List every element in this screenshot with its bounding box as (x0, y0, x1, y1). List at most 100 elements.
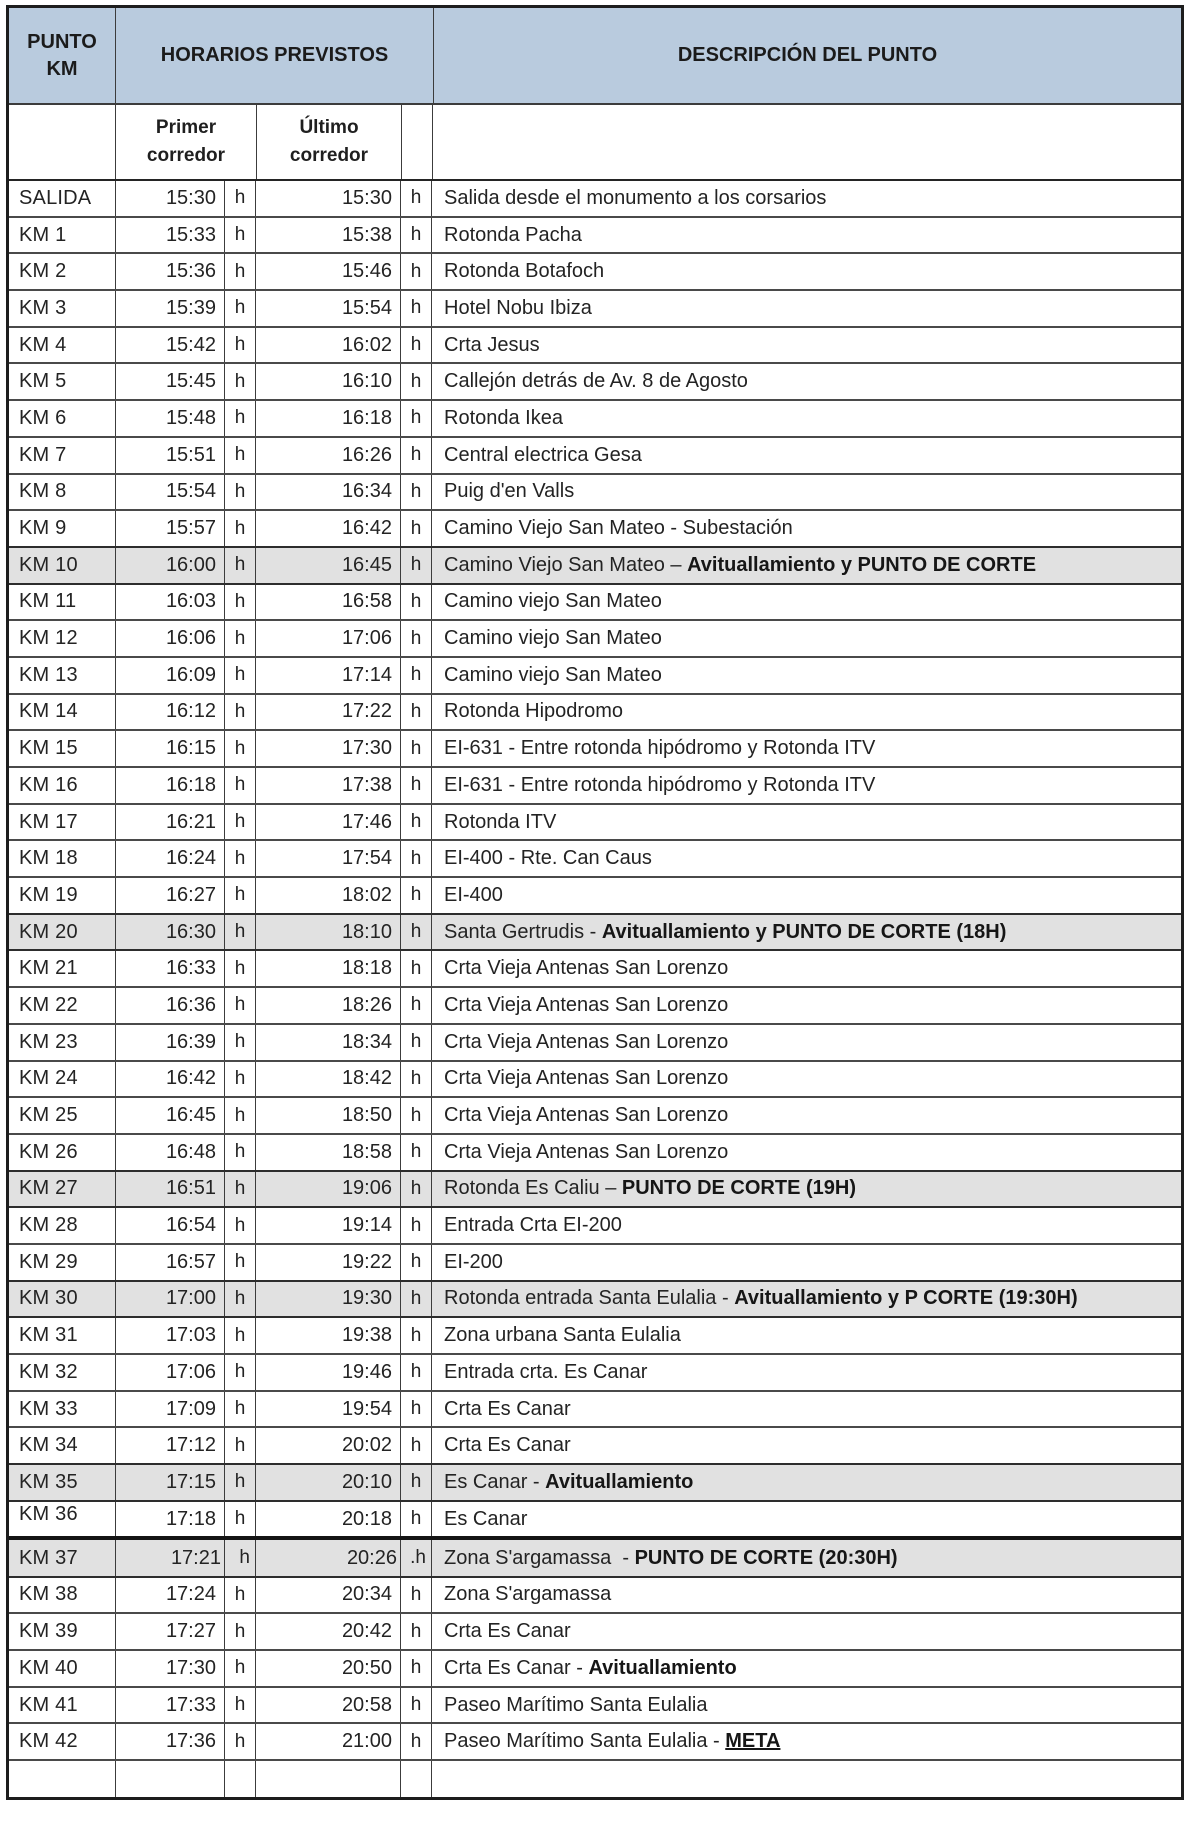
km-point-cell: SALIDA (9, 181, 116, 216)
hour-unit: h (225, 547, 256, 583)
first-runner-time: 16:09 (116, 657, 225, 693)
subheader-ultimo-corredor: Último corredor (257, 105, 402, 179)
point-description (432, 1761, 1181, 1797)
km-point-cell: KM 8 (9, 474, 116, 510)
table-row: KM 12 16:06 h 17:06 h Camino viejo San M… (9, 619, 1181, 656)
first-runner-time: 17:03 (116, 1318, 225, 1353)
point-description: Camino Viejo San Mateo – Avituallamiento… (444, 553, 1037, 576)
point-description: Zona S'argamassa (444, 1583, 612, 1606)
hour-unit: h (401, 511, 432, 546)
primer-corredor-label: Primer corredor (146, 116, 226, 167)
table-row: KM 27 16:51 h 19:06 h Rotonda Es Caliu –… (9, 1169, 1181, 1207)
last-runner-time: 16:42 (256, 511, 401, 546)
point-description: Crta Jesus (444, 333, 540, 356)
point-description: Crta Vieja Antenas San Lorenzo (444, 957, 729, 980)
km-point-cell: KM 14 (9, 694, 116, 730)
point-description: EI-631 - Entre rotonda hipódromo y Roton… (444, 773, 876, 796)
hour-unit: h (225, 1465, 256, 1500)
point-description: Callejón detrás de Av. 8 de Agosto (444, 370, 748, 393)
last-runner-time: 16:10 (256, 364, 401, 400)
km-point-cell (9, 1761, 116, 1798)
table-row: KM 37 17:21 h 20:26 .h Zona S'argamassa … (9, 1536, 1181, 1576)
table-row: KM 25 16:45 h 18:50 h Crta Vieja Antenas… (9, 1096, 1181, 1133)
hour-unit: h (225, 401, 256, 436)
km-point-cell: KM 2 (9, 254, 116, 290)
hour-unit: h (401, 731, 432, 766)
table-row: KM 9 15:57 h 16:42 h Camino Viejo San Ma… (9, 509, 1181, 546)
table-row: KM 7 15:51 h 16:26 h Central electrica G… (9, 435, 1181, 473)
hour-unit: h (225, 1391, 256, 1427)
header-horarios-previstos: HORARIOS PREVISTOS (116, 8, 434, 103)
hour-unit: h (225, 474, 256, 510)
last-runner-time: 17:14 (256, 657, 401, 693)
hour-unit: h (401, 1024, 432, 1060)
km-point-cell: KM 16 (9, 768, 116, 803)
last-runner-time: 19:46 (256, 1355, 401, 1390)
last-runner-time: 17:46 (256, 804, 401, 840)
first-runner-time: 17:15 (116, 1465, 225, 1500)
point-description: Puig d'en Valls (444, 480, 575, 503)
point-description: Es Canar - Avituallamiento (444, 1470, 694, 1493)
table-row: KM 17 16:21 h 17:46 h Rotonda ITV (9, 802, 1181, 840)
hour-unit: h (225, 694, 256, 730)
last-runner-time: 16:45 (256, 547, 401, 583)
hour-unit: h (401, 364, 432, 400)
hour-unit: h (225, 1318, 256, 1353)
hour-unit: h (225, 804, 256, 840)
table-row: KM 38 17:24 h 20:34 h Zona S'argamassa (9, 1575, 1181, 1613)
first-runner-time: 17:12 (116, 1428, 225, 1464)
table-row: KM 4 15:42 h 16:02 h Crta Jesus (9, 325, 1181, 363)
hour-unit: h (401, 1651, 432, 1686)
subheader-empty-hour (402, 105, 433, 179)
point-description: EI-400 (444, 883, 503, 906)
last-runner-time: 18:26 (256, 988, 401, 1023)
header-punto-km: PUNTO KM (9, 8, 116, 103)
last-runner-time: 17:54 (256, 841, 401, 877)
last-runner-time: 16:26 (256, 437, 401, 473)
last-runner-time: 17:38 (256, 768, 401, 803)
first-runner-time: 15:57 (116, 511, 225, 546)
last-runner-time: 16:58 (256, 584, 401, 620)
last-runner-time: 16:18 (256, 401, 401, 436)
table-row: KM 26 16:48 h 18:58 h Crta Vieja Antenas… (9, 1132, 1181, 1170)
point-description: Hotel Nobu Ibiza (444, 296, 592, 319)
point-description: Crta Es Canar (444, 1620, 571, 1643)
hour-unit: h (401, 1171, 432, 1207)
hour-unit: h (225, 951, 256, 987)
hour-unit: h (225, 1540, 256, 1576)
point-description: Camino viejo San Mateo (444, 590, 662, 613)
table-row: KM 36 17:18 h 20:18 h Es Canar (9, 1499, 1181, 1537)
first-runner-time: 17:09 (116, 1391, 225, 1427)
last-runner-time: 15:38 (256, 217, 401, 253)
point-description: Camino Viejo San Mateo - Subestación (444, 517, 793, 540)
first-runner-time: 17:21 (116, 1540, 225, 1576)
hour-unit: h (401, 1244, 432, 1280)
point-description: EI-200 (444, 1250, 503, 1273)
hour-unit: h (225, 1355, 256, 1390)
race-schedule-table: PUNTO KM HORARIOS PREVISTOS DESCRIPCIÓN … (6, 5, 1184, 1801)
hour-unit: h (225, 1687, 256, 1723)
hour-unit: h (225, 621, 256, 656)
table-row: KM 40 17:30 h 20:50 h Crta Es Canar - Av… (9, 1649, 1181, 1686)
hour-unit: h (225, 1651, 256, 1686)
hour-unit: h (401, 217, 432, 253)
hour-unit: h (225, 914, 256, 950)
km-point-cell: KM 26 (9, 1134, 116, 1170)
first-runner-time: 16:27 (116, 878, 225, 913)
first-runner-time: 15:54 (116, 474, 225, 510)
table-row: KM 2 15:36 h 15:46 h Rotonda Botafoch (9, 252, 1181, 290)
hour-unit: h (225, 327, 256, 363)
point-description: Crta Es Canar - Avituallamiento (444, 1656, 737, 1679)
hour-unit: h (401, 401, 432, 436)
first-runner-time: 16:30 (116, 914, 225, 950)
km-point-cell: KM 18 (9, 841, 116, 877)
table-row: KM 14 16:12 h 17:22 h Rotonda Hipodromo (9, 692, 1181, 730)
km-point-cell: KM 7 (9, 437, 116, 473)
point-description: Rotonda ITV (444, 810, 557, 833)
km-point-cell: KM 33 (9, 1391, 116, 1427)
last-runner-time: 15:46 (256, 254, 401, 290)
km-point-cell: KM 30 (9, 1281, 116, 1317)
table-header-row: PUNTO KM HORARIOS PREVISTOS DESCRIPCIÓN … (9, 8, 1181, 105)
table-row: KM 22 16:36 h 18:26 h Crta Vieja Antenas… (9, 986, 1181, 1023)
